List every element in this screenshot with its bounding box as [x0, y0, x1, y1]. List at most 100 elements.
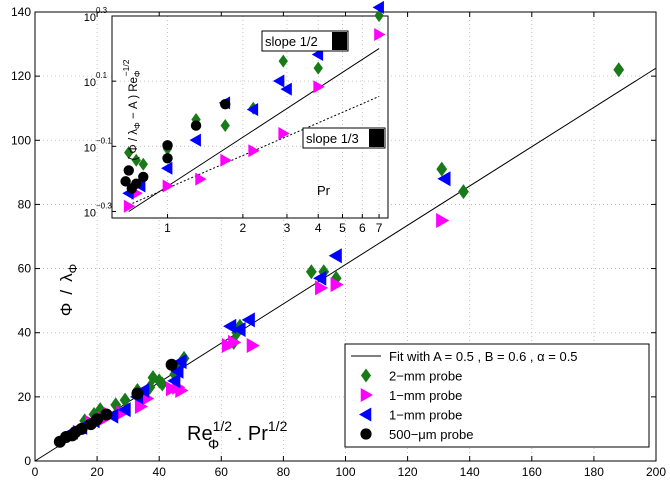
- legend-marker: [360, 368, 372, 383]
- main-series: [53, 62, 625, 448]
- legend-entry: 2−mm probe: [360, 368, 462, 384]
- main-data-point: [436, 161, 448, 177]
- inset-data-point: [162, 179, 175, 193]
- legend-label: 2−mm probe: [389, 369, 462, 384]
- main-data-point: [134, 398, 149, 414]
- slope-half-label-mark: [332, 32, 347, 50]
- main-data-point: [437, 171, 451, 187]
- inset-x-tick-label: 7: [376, 221, 383, 235]
- inset-series-group: [123, 28, 386, 213]
- main-x-tick-label: 180: [584, 465, 604, 479]
- inset-x-tick-label: 5: [339, 221, 346, 235]
- legend-marker: [360, 428, 372, 440]
- legend-items: Fit with A = 0.5 , B = 0.6 , α = 0.5 2−mm…: [351, 349, 578, 442]
- main-x-axis-label: Re1/2 Φ . Pr1/2: [187, 418, 288, 452]
- inset-data-point: [123, 165, 134, 176]
- slope-half-label-box: [261, 30, 349, 52]
- inset-x-tick-label: 3: [284, 221, 291, 235]
- main-data-point: [613, 62, 625, 78]
- inset-data-point: [278, 126, 290, 140]
- main-y-tick-label: 60: [18, 262, 32, 276]
- legend-label: 1−mm probe: [389, 388, 462, 403]
- inset-data-point: [162, 153, 173, 164]
- inset-y-tick-exponent: 0.1: [96, 71, 108, 80]
- main-y-tick-label: 120: [11, 69, 31, 83]
- inset-data-point: [220, 119, 230, 133]
- legend-label: Fit with A = 0.5 , B = 0.6 , α = 0.5: [389, 349, 578, 364]
- main-data-point: [232, 322, 246, 338]
- inset-data-point: [120, 176, 131, 187]
- main-data-point: [330, 270, 342, 286]
- inset-y-tick-label: 10: [84, 142, 96, 154]
- legend-marker: [359, 407, 372, 422]
- main-y-axis-label: Φ/λΦ: [57, 264, 80, 316]
- inset-data-point: [189, 133, 201, 147]
- main-y-tick-label: 0: [24, 454, 31, 468]
- inset-data-point: [131, 178, 142, 189]
- main-data-point: [75, 422, 88, 435]
- main-data-point: [328, 248, 342, 264]
- inset-series-group: [120, 98, 231, 194]
- inset-data-point: [138, 171, 149, 183]
- legend-entry: 1−mm probe: [359, 407, 462, 423]
- main-data-point: [241, 312, 255, 328]
- main-x-tick-label: 40: [153, 465, 167, 479]
- main-x-tick-label: 80: [277, 465, 291, 479]
- inset-x-axis-label: Pr: [317, 183, 331, 198]
- main-data-point: [131, 387, 144, 400]
- main-x-tick-label: 160: [522, 465, 542, 479]
- inset-y-tick-label: 10: [84, 12, 96, 24]
- main-data-point: [246, 338, 260, 354]
- inset-y-tick-label: 10: [84, 77, 96, 89]
- main-data-point: [117, 402, 131, 418]
- main-x-tick-label: 20: [90, 465, 104, 479]
- legend: Fit with A = 0.5 , B = 0.6 , α = 0.5 2−mm…: [344, 343, 650, 448]
- main-data-point: [313, 270, 327, 286]
- inset-data-point: [246, 103, 259, 117]
- main-data-point: [119, 392, 131, 408]
- inset-series: [120, 0, 386, 213]
- main-data-point: [79, 413, 91, 429]
- main-series-group: [53, 358, 178, 448]
- main-data-point: [156, 376, 168, 392]
- inset-data-point: [161, 161, 173, 175]
- inset-data-point: [124, 146, 134, 160]
- main-data-point: [165, 358, 178, 371]
- main-data-point: [305, 264, 317, 280]
- inset-y-tick-exponent: −0.3: [96, 201, 112, 210]
- main-data-point: [436, 212, 450, 228]
- inset-data-point: [138, 157, 148, 171]
- main-data-point: [330, 277, 344, 293]
- main-data-point: [458, 184, 469, 200]
- main-y-tick-label: 40: [18, 326, 32, 340]
- main-y-tick-label: 80: [18, 197, 32, 211]
- main-data-point: [153, 373, 165, 389]
- main-y-tick-label: 20: [18, 390, 32, 404]
- inset-data-point: [280, 82, 292, 96]
- inset-x-tick-label: 4: [315, 221, 322, 235]
- main-data-point: [315, 280, 329, 296]
- main-data-point: [173, 354, 187, 370]
- inset-x-tick-label: 1: [164, 221, 171, 235]
- inset-data-point: [278, 54, 288, 68]
- main-x-tick-label: 0: [32, 465, 39, 479]
- inset-data-point: [162, 140, 173, 151]
- main-x-tick-label: 60: [215, 465, 229, 479]
- legend-label: 1−mm probe: [389, 408, 462, 423]
- main-data-point: [170, 363, 184, 379]
- inset-data-point: [131, 153, 141, 167]
- inset-data-point: [248, 144, 260, 158]
- legend-entry: 500−μm probe: [360, 427, 473, 442]
- legend-entry: 1−mm probe: [360, 388, 462, 403]
- inset-x-tick-label: 6: [359, 221, 366, 235]
- main-x-tick-label: 140: [460, 465, 480, 479]
- inset-data-point: [190, 120, 202, 131]
- inset-frame: [111, 15, 389, 219]
- main-data-point: [228, 334, 242, 350]
- inset-data-point: [374, 28, 386, 42]
- inset-data-point: [220, 153, 232, 167]
- main-data-point: [136, 382, 150, 398]
- inset-y-axis-label: ( Φ / λΦ − A ) ReΦ−1/2: [121, 59, 142, 160]
